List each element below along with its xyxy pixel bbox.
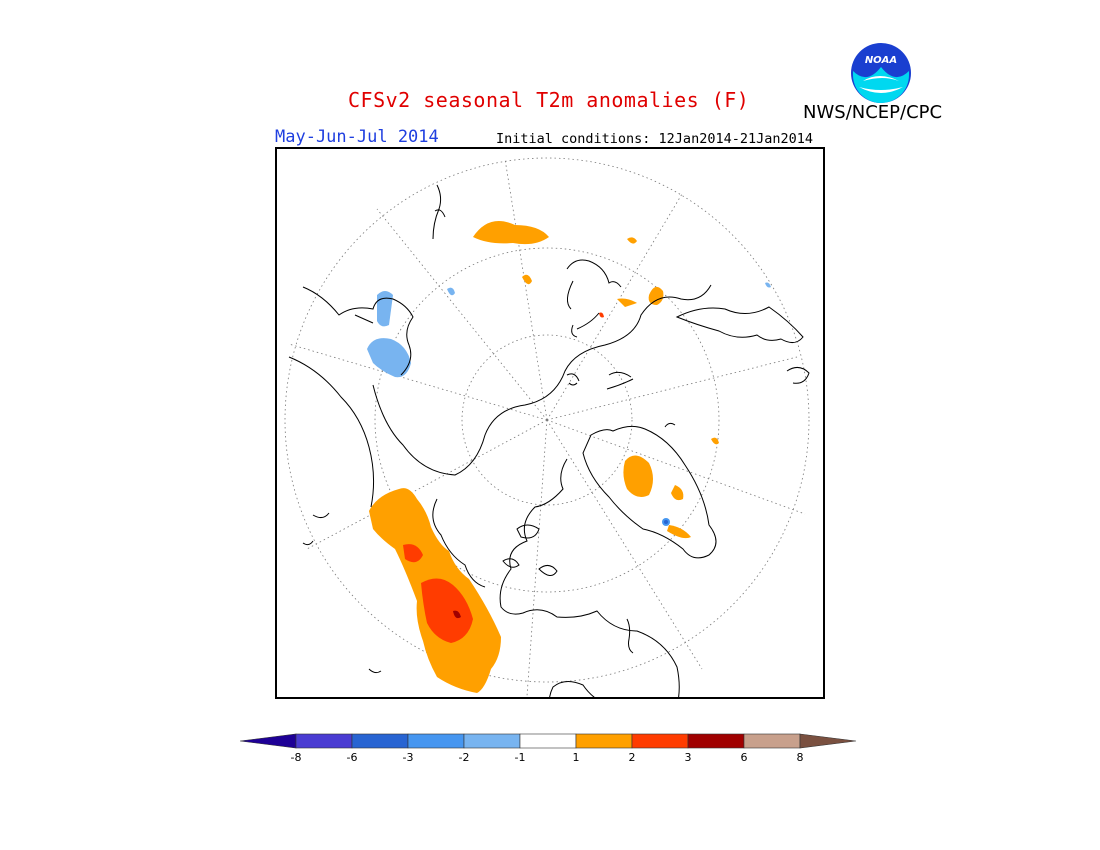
warm-anomaly-area [667, 525, 691, 539]
lat-lon-grid [284, 157, 810, 697]
meridian-line [504, 158, 548, 421]
colorbar-tick-label: 1 [572, 751, 580, 764]
coastlines [288, 184, 810, 697]
coastline [372, 284, 712, 476]
meridian-line [306, 419, 548, 550]
colorbar-tick-label: -3 [402, 751, 414, 764]
map-title: CFSv2 seasonal T2m anomalies (F) [348, 88, 750, 112]
colorbar-swatch [687, 733, 745, 749]
hot-anomaly-area [403, 544, 423, 563]
initial-conditions: Initial conditions: 12Jan2014-21Jan2014 [496, 131, 813, 147]
colorbar-swatch [575, 733, 633, 749]
meridian-line [546, 419, 806, 515]
warm-anomaly-area [627, 237, 637, 244]
colorbar-swatch [631, 733, 689, 749]
coastline [302, 512, 382, 674]
cool-anomaly-area [765, 282, 771, 288]
colorbar-swatch [407, 733, 465, 749]
cool-anomaly-area [447, 287, 455, 296]
hot-anomaly-area [599, 312, 604, 318]
noaa-logo-icon: NOAA [851, 43, 911, 103]
coastline [626, 618, 634, 654]
colorbar-swatch-high [799, 733, 857, 749]
meridian-line [546, 193, 683, 421]
warm-anomaly-area [648, 286, 664, 305]
coastline [432, 184, 446, 240]
latitude-circle-outer [284, 157, 810, 683]
coastline [432, 498, 486, 588]
coastline [502, 524, 558, 576]
coastline [664, 422, 676, 428]
map-frame [275, 147, 825, 699]
anomaly-shading [367, 221, 771, 693]
agency-label: NWS/NCEP/CPC [803, 102, 943, 123]
meridian-line [376, 208, 548, 421]
colorbar-swatch [463, 733, 521, 749]
colorbar-tick-label: 2 [628, 751, 636, 764]
coastline [499, 458, 680, 697]
warm-anomaly-area [617, 298, 637, 307]
cool-anomaly-area [367, 338, 411, 378]
colorbar-swatch-low [240, 733, 297, 749]
meridian-line [546, 419, 703, 670]
coastline [571, 312, 600, 338]
colorbar-tick-label: 3 [684, 751, 692, 764]
colorbar-tick-label: -6 [346, 751, 358, 764]
forecast-period: May-Jun-Jul 2014 [275, 127, 439, 147]
colorbar-tick-label: -1 [514, 751, 526, 764]
color-scale-legend [240, 733, 857, 749]
polar-map [284, 157, 810, 697]
coastline [302, 286, 414, 376]
latitude-circle-inner [461, 334, 633, 506]
meridian-line [546, 356, 798, 421]
colorbar-tick-label: -8 [290, 751, 302, 764]
colorbar-swatch [519, 733, 577, 749]
colorbar-swatch [295, 733, 353, 749]
latitude-circle-middle [374, 247, 720, 593]
warm-anomaly-area [473, 221, 549, 245]
coastline [786, 367, 810, 384]
hot-anomaly-area [421, 578, 473, 643]
coastline [582, 425, 717, 559]
warm-anomaly-area [522, 274, 532, 285]
cold-anomaly-area [664, 520, 668, 524]
coastline [675, 306, 804, 343]
colorbar-tick-label: 8 [796, 751, 804, 764]
coastline [566, 373, 580, 386]
very-hot-anomaly-area [453, 610, 461, 619]
logo-text: NOAA [865, 55, 897, 66]
warm-anomaly-area [623, 455, 653, 497]
colorbar-swatch [743, 733, 801, 749]
coastline [566, 259, 622, 310]
meridian-line [526, 419, 548, 697]
warm-anomaly-area [671, 485, 684, 501]
cool-anomaly-area [377, 291, 393, 327]
colorbar-swatch [351, 733, 409, 749]
coastline [288, 356, 375, 508]
coastline [606, 371, 634, 390]
colorbar-tick-label: -2 [458, 751, 470, 764]
colorbar-tick-label: 6 [740, 751, 748, 764]
warm-anomaly-area [711, 437, 719, 445]
